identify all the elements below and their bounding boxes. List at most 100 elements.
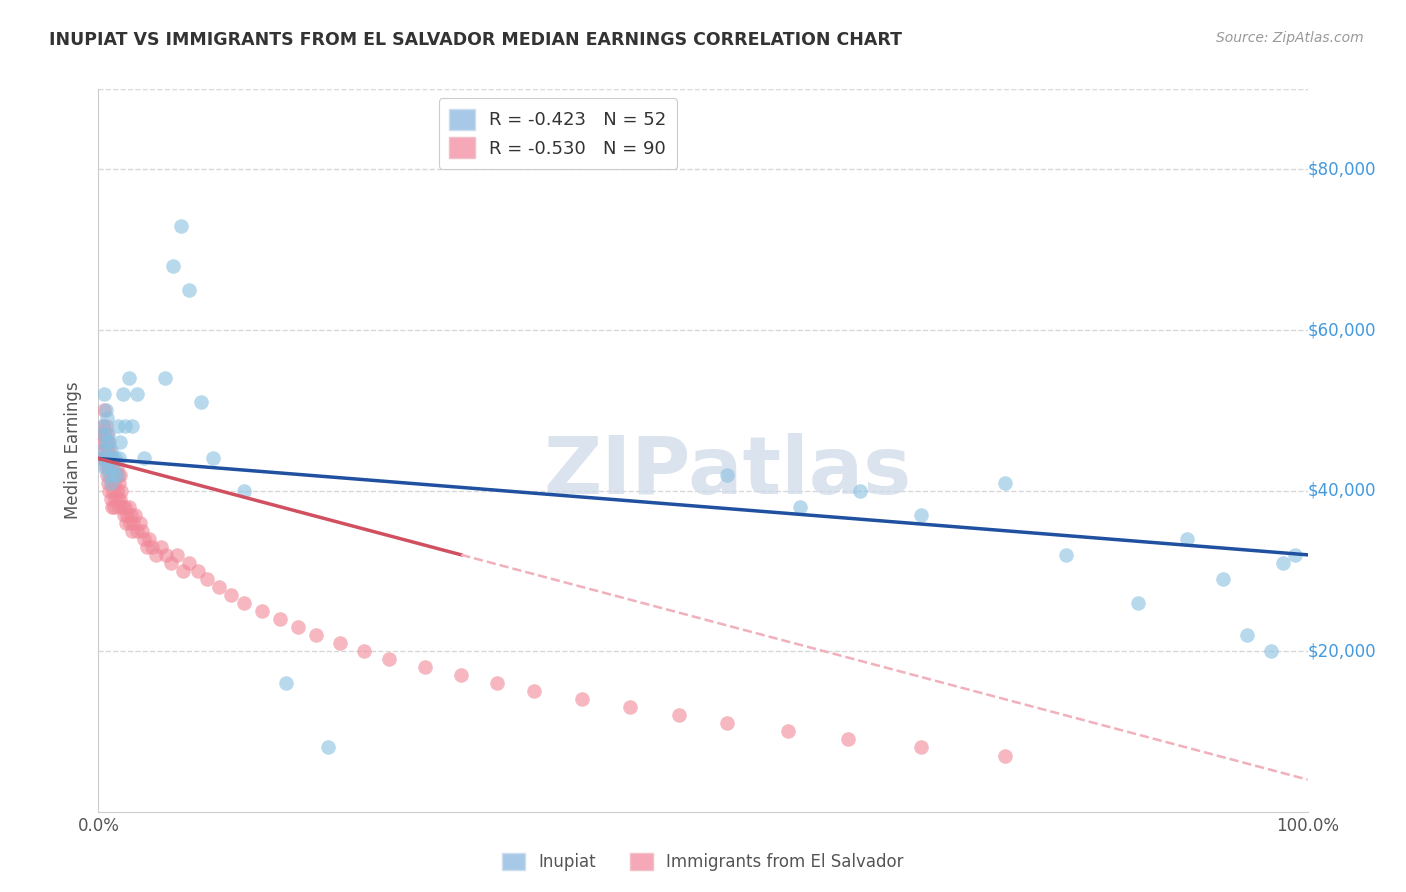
Point <box>93 427 115 442</box>
Point <box>110 483 132 498</box>
Point <box>94 419 117 434</box>
Point <box>316 740 339 755</box>
Point <box>96 443 118 458</box>
Point <box>1236 628 1258 642</box>
Point <box>97 451 120 466</box>
Point <box>100 491 122 506</box>
Point <box>91 443 114 458</box>
Point <box>91 443 114 458</box>
Point <box>716 467 738 482</box>
Point <box>172 564 194 578</box>
Point <box>112 508 135 522</box>
Point <box>90 435 112 450</box>
Point <box>91 419 114 434</box>
Point <box>100 475 122 490</box>
Point <box>208 580 231 594</box>
Point <box>134 451 156 466</box>
Point <box>91 427 114 442</box>
Point <box>103 475 125 490</box>
Point <box>187 564 209 578</box>
Point <box>127 387 149 401</box>
Point <box>135 540 157 554</box>
Point <box>103 500 125 514</box>
Point <box>100 459 122 474</box>
Point <box>94 459 117 474</box>
Point <box>160 556 183 570</box>
Point <box>450 668 472 682</box>
Point <box>120 508 142 522</box>
Point <box>97 459 120 474</box>
Point <box>668 708 690 723</box>
Point <box>108 451 131 466</box>
Point <box>108 467 131 482</box>
Point <box>232 483 254 498</box>
Point <box>202 451 225 466</box>
Text: $80,000: $80,000 <box>1308 161 1376 178</box>
Point <box>329 636 352 650</box>
Point <box>269 612 291 626</box>
Point <box>100 500 122 514</box>
Point <box>104 467 127 482</box>
Point <box>121 419 143 434</box>
Point <box>571 692 593 706</box>
Point <box>107 419 129 434</box>
Point <box>96 451 118 466</box>
Point <box>1128 596 1150 610</box>
Point <box>91 419 114 434</box>
Point <box>122 516 145 530</box>
Point <box>910 740 932 755</box>
Point <box>155 548 177 562</box>
Point <box>104 451 127 466</box>
Point <box>118 516 141 530</box>
Point <box>127 524 149 538</box>
Text: ZIPatlas: ZIPatlas <box>543 434 911 511</box>
Point <box>128 516 150 530</box>
Point <box>162 259 184 273</box>
Point <box>104 491 127 506</box>
Point <box>108 500 131 514</box>
Text: INUPIAT VS IMMIGRANTS FROM EL SALVADOR MEDIAN EARNINGS CORRELATION CHART: INUPIAT VS IMMIGRANTS FROM EL SALVADOR M… <box>49 31 903 49</box>
Point <box>96 467 118 482</box>
Point <box>789 500 811 514</box>
Point <box>114 500 136 514</box>
Point <box>94 435 117 450</box>
Point <box>103 467 125 482</box>
Point <box>145 548 167 562</box>
Point <box>101 467 124 482</box>
Point <box>93 403 115 417</box>
Point <box>250 604 273 618</box>
Legend: Inupiat, Immigrants from El Salvador: Inupiat, Immigrants from El Salvador <box>494 845 912 880</box>
Point <box>101 459 124 474</box>
Point <box>98 483 121 498</box>
Point <box>994 475 1017 490</box>
Point <box>100 451 122 466</box>
Point <box>100 475 122 490</box>
Point <box>94 403 117 417</box>
Legend: R = -0.423   N = 52, R = -0.530   N = 90: R = -0.423 N = 52, R = -0.530 N = 90 <box>439 98 678 169</box>
Point <box>91 451 114 466</box>
Point <box>91 451 114 466</box>
Point <box>108 491 131 506</box>
Point <box>776 724 799 739</box>
Point <box>353 644 375 658</box>
Y-axis label: Median Earnings: Median Earnings <box>65 382 83 519</box>
Point <box>1175 532 1198 546</box>
Point <box>179 283 201 297</box>
Point <box>153 371 176 385</box>
Text: Source: ZipAtlas.com: Source: ZipAtlas.com <box>1216 31 1364 45</box>
Text: $20,000: $20,000 <box>1308 642 1376 660</box>
Point <box>107 467 129 482</box>
Point <box>169 219 191 233</box>
Point <box>108 475 131 490</box>
Point <box>93 451 115 466</box>
Point <box>221 588 243 602</box>
Point <box>100 451 122 466</box>
Point <box>98 459 121 474</box>
Point <box>150 540 173 554</box>
Point <box>232 596 254 610</box>
Point <box>716 716 738 731</box>
Point <box>93 459 115 474</box>
Point <box>105 483 128 498</box>
Point <box>1260 644 1282 658</box>
Point <box>105 459 128 474</box>
